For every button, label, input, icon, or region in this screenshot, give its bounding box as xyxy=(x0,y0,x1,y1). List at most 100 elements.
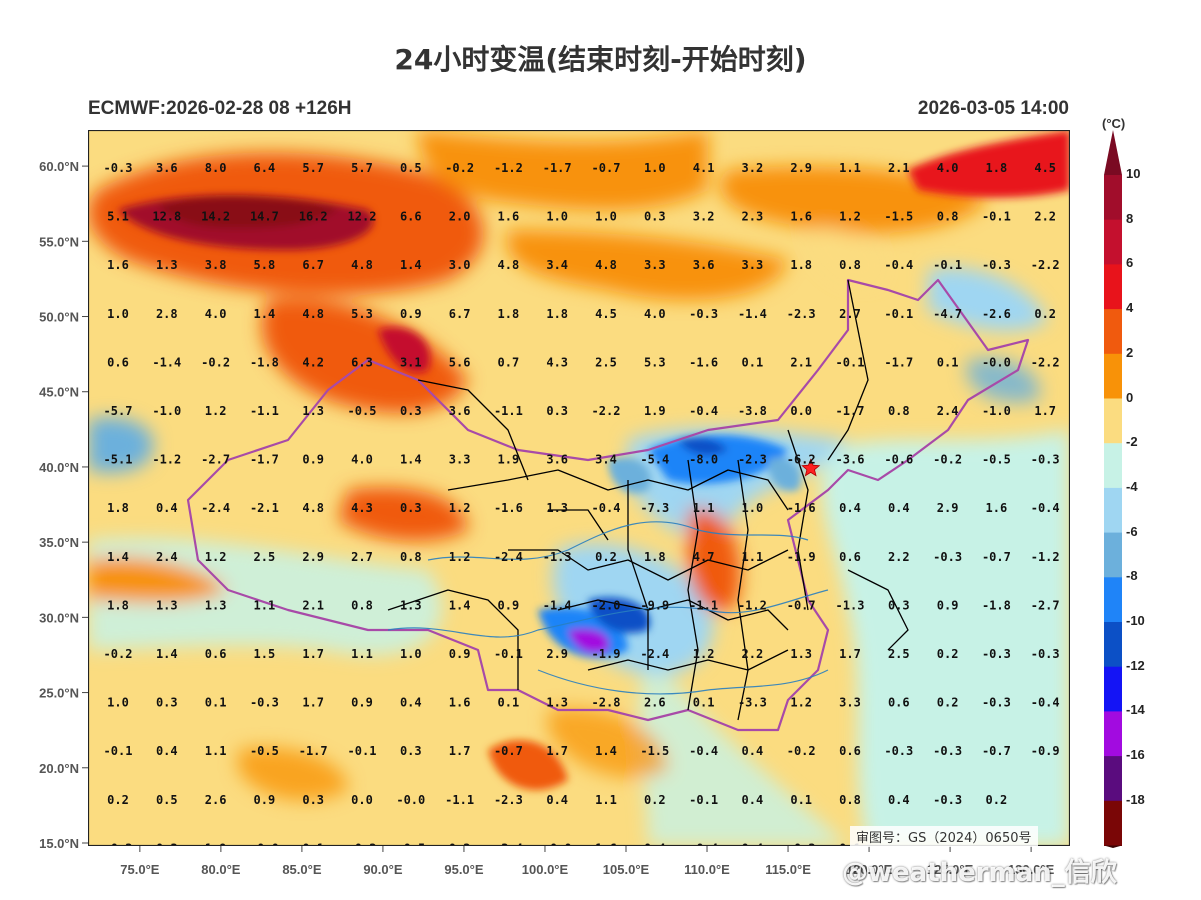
grid-value: -9.9 xyxy=(640,598,669,612)
grid-value: 0.9 xyxy=(498,598,520,612)
colorbar-cell xyxy=(1104,398,1122,444)
grid-value: 16.2 xyxy=(299,210,328,224)
grid-value: 3.6 xyxy=(449,404,471,418)
grid-value: 0.4 xyxy=(742,793,764,807)
grid-value: -0.3 xyxy=(933,744,962,758)
grid-value: 1.2 xyxy=(205,404,227,418)
grid-value: -1.2 xyxy=(1031,550,1060,564)
grid-value: -5.7 xyxy=(104,404,133,418)
grid-value: -0.9 xyxy=(1031,744,1060,758)
grid-value: -0.7 xyxy=(787,598,816,612)
grid-value: 0.3 xyxy=(156,841,178,846)
lat-tick-label: 60.0°N xyxy=(39,159,79,174)
grid-value: 0.4 xyxy=(546,793,568,807)
grid-value: -0.1 xyxy=(836,355,865,369)
grid-value: 4.3 xyxy=(351,501,373,515)
colorbar-label: -18 xyxy=(1126,791,1145,807)
grid-value: -0.3 xyxy=(884,744,913,758)
colorbar-cell xyxy=(1104,800,1122,846)
grid-value: 6.6 xyxy=(400,210,422,224)
grid-value: -0.2 xyxy=(787,744,816,758)
grid-value: 0.2 xyxy=(595,550,617,564)
grid-value: 2.4 xyxy=(937,404,959,418)
grid-value: 4.8 xyxy=(351,258,373,272)
grid-value: -0.5 xyxy=(396,841,425,846)
grid-value: 14.2 xyxy=(201,210,230,224)
grid-value: 0.0 xyxy=(351,793,373,807)
grid-value: 4.0 xyxy=(351,453,373,467)
grid-value: 1.7 xyxy=(839,647,861,661)
grid-value: 4.3 xyxy=(546,355,568,369)
colorbar-cell xyxy=(1104,622,1122,668)
grid-value: -0.1 xyxy=(884,307,913,321)
lon-tick-label: 75.0°E xyxy=(120,862,160,877)
grid-value: 0.9 xyxy=(302,453,324,467)
colorbar-top-arrow xyxy=(1104,130,1122,175)
grid-value: 0.3 xyxy=(546,404,568,418)
grid-value: 6.3 xyxy=(351,355,373,369)
boundary-layer xyxy=(186,278,1030,732)
grid-value: -0.3 xyxy=(1031,453,1060,467)
grid-value: 1.3 xyxy=(546,696,568,710)
grid-value: 0.1 xyxy=(693,696,715,710)
grid-value: -1.9 xyxy=(592,647,621,661)
grid-value: 1.0 xyxy=(595,210,617,224)
grid-value: -1.3 xyxy=(543,550,572,564)
grid-value: -1.2 xyxy=(738,598,767,612)
grid-value: 2.7 xyxy=(351,550,373,564)
colorbar-cell xyxy=(1104,175,1122,221)
grid-value: -0.3 xyxy=(933,793,962,807)
grid-value: -0.4 xyxy=(884,258,913,272)
grid-value: 3.4 xyxy=(595,453,617,467)
grid-value: 0.9 xyxy=(351,696,373,710)
grid-value: 14.7 xyxy=(250,210,279,224)
grid-value: -0.1 xyxy=(348,744,377,758)
grid-value: 3.3 xyxy=(449,453,471,467)
grid-value: -0.2 xyxy=(104,647,133,661)
lon-tick-label: 95.0°E xyxy=(444,862,484,877)
grid-value: 0.4 xyxy=(742,841,764,846)
grid-value: -1.6 xyxy=(689,355,718,369)
grid-value: 2.5 xyxy=(595,355,617,369)
grid-value: 4.2 xyxy=(302,355,324,369)
grid-value: -0.0 xyxy=(982,355,1011,369)
grid-value: 1.1 xyxy=(351,647,373,661)
grid-value: 2.3 xyxy=(742,210,764,224)
grid-value: 0.2 xyxy=(644,793,666,807)
grid-value: 1.2 xyxy=(790,696,812,710)
colorbar-cell xyxy=(1104,219,1122,265)
lon-tick-label: 100.0°E xyxy=(522,862,569,877)
grid-value: 0.9 xyxy=(449,647,471,661)
grid-value: -0.0 xyxy=(396,793,425,807)
grid-value: 1.6 xyxy=(790,210,812,224)
grid-value: -1.0 xyxy=(982,404,1011,418)
grid-value: 1.4 xyxy=(400,453,422,467)
grid-value: -1.7 xyxy=(884,355,913,369)
grid-value: 3.6 xyxy=(693,258,715,272)
grid-value: 4.8 xyxy=(302,501,324,515)
grid-value: 0.3 xyxy=(400,501,422,515)
grid-value: 1.0 xyxy=(644,161,666,175)
grid-value: 1.2 xyxy=(449,550,471,564)
grid-value: 3.4 xyxy=(546,258,568,272)
colorbar-cell xyxy=(1104,353,1122,399)
grid-value: -0.1 xyxy=(104,744,133,758)
grid-value: 1.4 xyxy=(400,258,422,272)
grid-value: 1.8 xyxy=(498,307,520,321)
grid-value: -0.3 xyxy=(689,307,718,321)
lat-tick-label: 25.0°N xyxy=(39,686,79,701)
grid-value: 1.1 xyxy=(693,501,715,515)
grid-value: 5.7 xyxy=(302,161,324,175)
grid-value: 1.1 xyxy=(839,161,861,175)
grid-value: 1.3 xyxy=(790,647,812,661)
field-layer xyxy=(88,130,1070,846)
grid-value: 0.1 xyxy=(790,793,812,807)
grid-value: 3.6 xyxy=(156,161,178,175)
grid-value: -1.8 xyxy=(250,355,279,369)
grid-value: -2.4 xyxy=(640,647,669,661)
colorbar-cell xyxy=(1104,487,1122,534)
grid-value: -2.1 xyxy=(250,501,279,515)
grid-value: 1.1 xyxy=(205,744,227,758)
grid-value: 1.5 xyxy=(254,647,276,661)
colorbar-unit: (°C) xyxy=(1102,116,1126,131)
